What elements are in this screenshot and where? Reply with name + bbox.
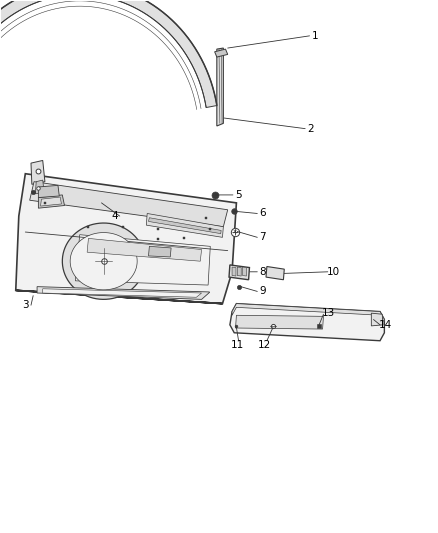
Polygon shape <box>232 267 236 276</box>
Polygon shape <box>229 265 250 280</box>
Text: 5: 5 <box>235 190 242 200</box>
Polygon shape <box>70 232 137 290</box>
Polygon shape <box>148 217 221 233</box>
Polygon shape <box>30 182 228 227</box>
Text: 9: 9 <box>259 286 266 296</box>
Polygon shape <box>232 304 385 322</box>
Text: 11: 11 <box>231 340 244 350</box>
Polygon shape <box>237 267 241 276</box>
Text: 3: 3 <box>22 300 28 310</box>
Text: 7: 7 <box>259 232 266 243</box>
Polygon shape <box>75 235 210 285</box>
Text: 12: 12 <box>258 340 271 350</box>
Polygon shape <box>43 289 201 297</box>
Polygon shape <box>243 267 247 276</box>
Polygon shape <box>148 246 171 257</box>
Polygon shape <box>35 180 44 194</box>
Polygon shape <box>230 304 385 341</box>
Polygon shape <box>236 316 323 329</box>
Text: 14: 14 <box>378 320 392 330</box>
Polygon shape <box>0 0 217 182</box>
Polygon shape <box>217 48 223 126</box>
Polygon shape <box>266 266 284 280</box>
Text: 4: 4 <box>111 211 118 221</box>
Text: 13: 13 <box>322 308 336 318</box>
Polygon shape <box>39 195 64 208</box>
Polygon shape <box>31 160 45 184</box>
Polygon shape <box>37 287 209 300</box>
Polygon shape <box>371 313 383 326</box>
Polygon shape <box>39 185 59 198</box>
Text: 6: 6 <box>259 208 266 219</box>
Polygon shape <box>62 223 145 300</box>
Text: 8: 8 <box>259 267 266 277</box>
Polygon shape <box>146 214 223 237</box>
Polygon shape <box>41 197 61 206</box>
Polygon shape <box>215 49 228 57</box>
Text: 1: 1 <box>311 31 318 41</box>
Text: 2: 2 <box>307 124 314 134</box>
Polygon shape <box>16 174 237 304</box>
Polygon shape <box>87 238 201 261</box>
Text: 10: 10 <box>326 267 339 277</box>
